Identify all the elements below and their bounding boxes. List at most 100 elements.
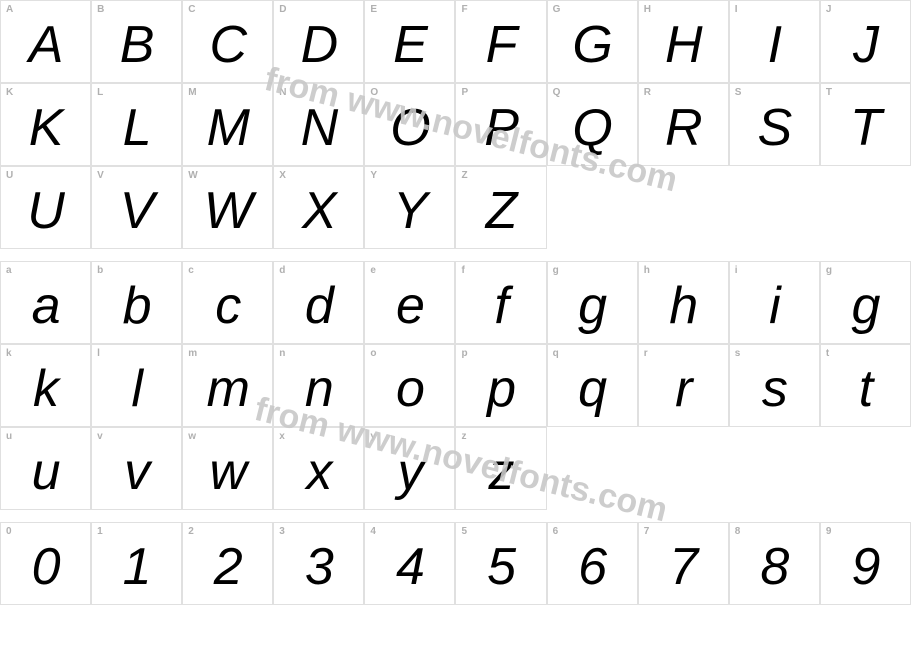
glyph-cell: ZZ [455, 166, 546, 249]
cell-glyph: N [274, 98, 363, 158]
cell-glyph: S [730, 98, 819, 158]
glyph-cell [638, 166, 729, 249]
cell-label: 5 [461, 526, 467, 537]
glyph-row: 00112233445566778899 [0, 522, 911, 605]
glyph-cell: mm [182, 344, 273, 427]
spacer-cell [729, 249, 820, 261]
spacer-cell [729, 510, 820, 522]
cell-glyph: g [548, 276, 637, 336]
glyph-cell: qq [547, 344, 638, 427]
glyph-cell: 99 [820, 522, 911, 605]
cell-label: R [644, 87, 651, 98]
cell-label: X [279, 170, 286, 181]
cell-glyph: 5 [456, 537, 545, 597]
glyph-cell: vv [91, 427, 182, 510]
glyph-cell: SS [729, 83, 820, 166]
spacer-cell [364, 510, 455, 522]
glyph-cell: aa [0, 261, 91, 344]
font-specimen-chart: AABBCCDDEEFFGGHHIIJJKKLLMMNNOOPPQQRRSSTT… [0, 0, 911, 668]
glyph-cell: RR [638, 83, 729, 166]
glyph-cell: pp [455, 344, 546, 427]
cell-label: s [735, 348, 741, 359]
cell-label: Q [553, 87, 561, 98]
glyph-cell: 88 [729, 522, 820, 605]
spacer-row [0, 249, 911, 261]
cell-glyph: a [1, 276, 90, 336]
glyph-cell: 00 [0, 522, 91, 605]
spacer-cell [273, 510, 364, 522]
glyph-cell: gg [547, 261, 638, 344]
cell-glyph: K [1, 98, 90, 158]
cell-glyph: G [548, 15, 637, 75]
cell-label: 8 [735, 526, 741, 537]
glyph-cell: rr [638, 344, 729, 427]
cell-label: t [826, 348, 829, 359]
cell-glyph: Y [365, 181, 454, 241]
cell-label: f [461, 265, 464, 276]
cell-glyph: B [92, 15, 181, 75]
cell-glyph: p [456, 359, 545, 419]
cell-glyph: r [639, 359, 728, 419]
cell-label: x [279, 431, 285, 442]
glyph-row: uuvvwwxxyyzz [0, 427, 911, 510]
spacer-cell [273, 249, 364, 261]
cell-glyph: V [92, 181, 181, 241]
glyph-cell: AA [0, 0, 91, 83]
cell-glyph: n [274, 359, 363, 419]
glyph-row: kkllmmnnooppqqrrsstt [0, 344, 911, 427]
cell-label: U [6, 170, 13, 181]
glyph-grid: AABBCCDDEEFFGGHHIIJJKKLLMMNNOOPPQQRRSSTT… [0, 0, 911, 605]
glyph-cell: MM [182, 83, 273, 166]
cell-glyph: u [1, 442, 90, 502]
cell-label: E [370, 4, 377, 15]
glyph-cell [547, 427, 638, 510]
glyph-cell: NN [273, 83, 364, 166]
cell-label: e [370, 265, 376, 276]
glyph-row: KKLLMMNNOOPPQQRRSSTT [0, 83, 911, 166]
cell-glyph: P [456, 98, 545, 158]
glyph-cell: WW [182, 166, 273, 249]
glyph-cell: ww [182, 427, 273, 510]
cell-glyph: 3 [274, 537, 363, 597]
cell-label: 6 [553, 526, 559, 537]
cell-label: Z [461, 170, 467, 181]
glyph-cell: tt [820, 344, 911, 427]
cell-label: K [6, 87, 13, 98]
glyph-cell: gg [820, 261, 911, 344]
cell-label: A [6, 4, 13, 15]
cell-label: i [735, 265, 738, 276]
cell-label: h [644, 265, 650, 276]
cell-glyph: 0 [1, 537, 90, 597]
cell-label: M [188, 87, 196, 98]
glyph-row: UUVVWWXXYYZZ [0, 166, 911, 249]
cell-label: o [370, 348, 376, 359]
cell-label: 4 [370, 526, 376, 537]
glyph-cell: ll [91, 344, 182, 427]
spacer-cell [547, 249, 638, 261]
cell-glyph: z [456, 442, 545, 502]
glyph-cell: DD [273, 0, 364, 83]
cell-glyph: H [639, 15, 728, 75]
cell-glyph: I [730, 15, 819, 75]
glyph-cell: yy [364, 427, 455, 510]
spacer-cell [455, 510, 546, 522]
cell-label: p [461, 348, 467, 359]
cell-label: g [826, 265, 832, 276]
cell-glyph: E [365, 15, 454, 75]
glyph-cell [820, 427, 911, 510]
spacer-cell [547, 510, 638, 522]
cell-label: 9 [826, 526, 832, 537]
cell-glyph: T [821, 98, 910, 158]
glyph-cell: 55 [455, 522, 546, 605]
glyph-cell: HH [638, 0, 729, 83]
cell-label: B [97, 4, 104, 15]
cell-label: l [97, 348, 100, 359]
cell-label: P [461, 87, 468, 98]
glyph-cell: EE [364, 0, 455, 83]
cell-label: n [279, 348, 285, 359]
cell-label: w [188, 431, 196, 442]
cell-glyph: 9 [821, 537, 910, 597]
cell-glyph: b [92, 276, 181, 336]
cell-label: S [735, 87, 742, 98]
glyph-cell: 33 [273, 522, 364, 605]
